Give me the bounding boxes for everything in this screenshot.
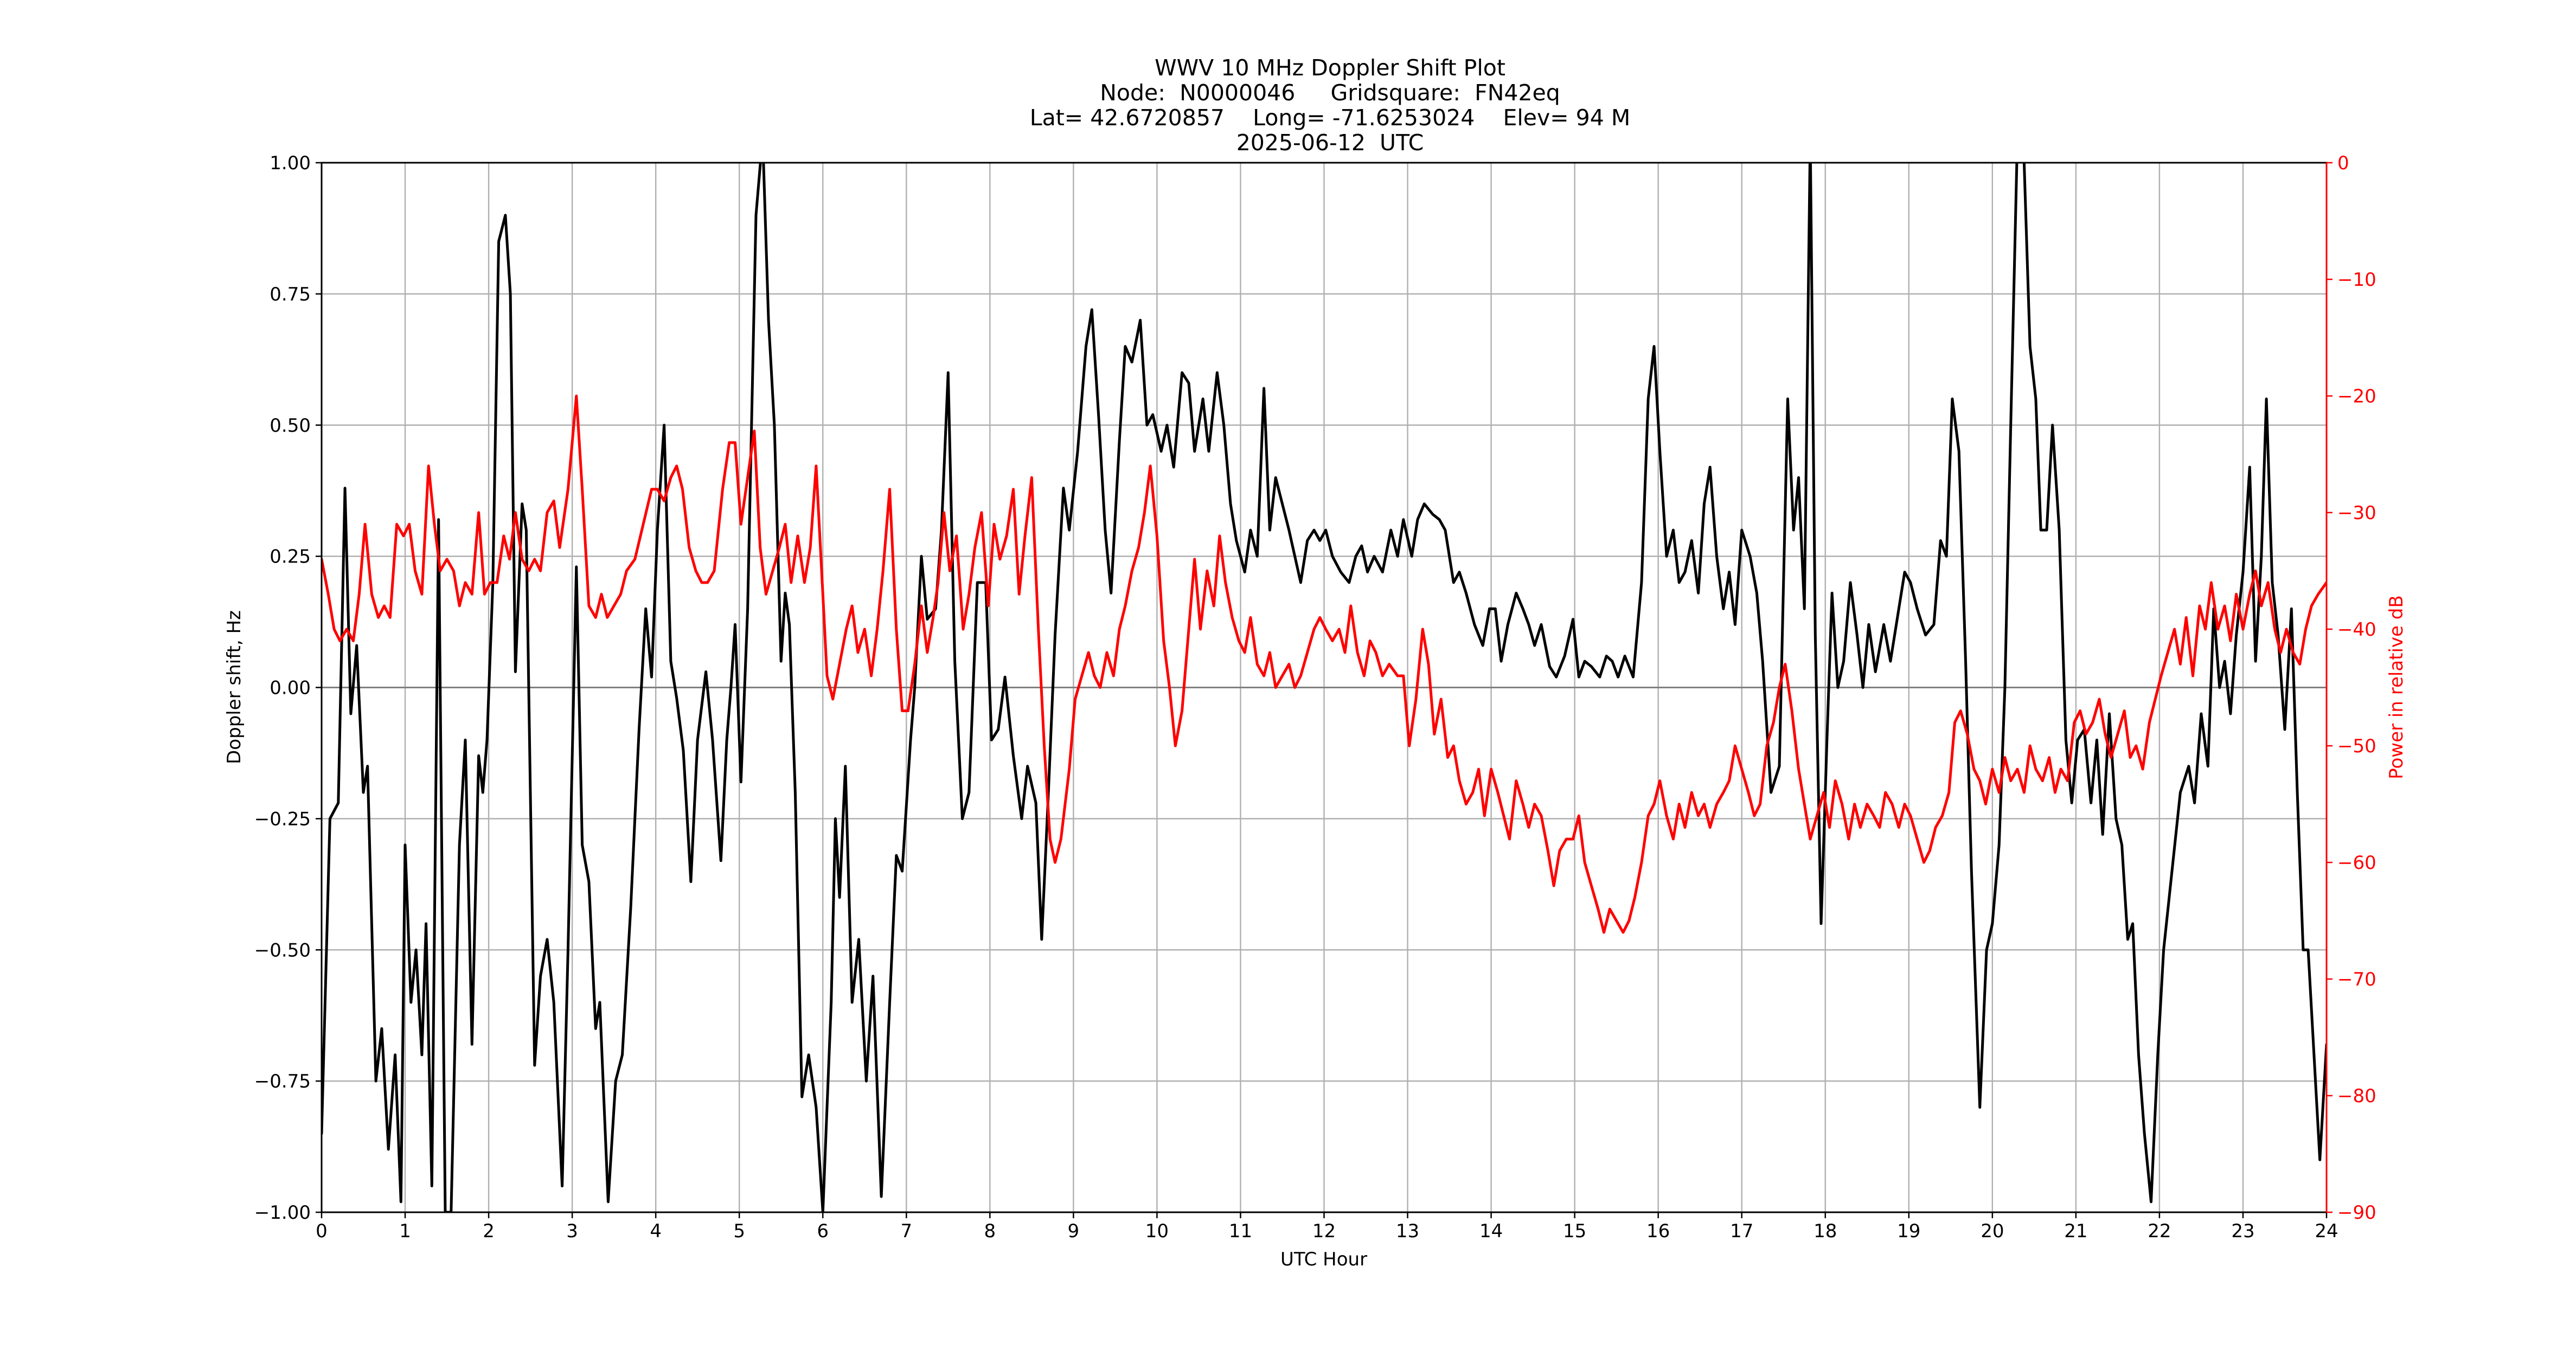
y2-tick-label: −20 [2337, 386, 2376, 407]
x-tick-label: 1 [399, 1220, 411, 1242]
y-tick-label: 0.25 [270, 546, 311, 568]
y2-tick-label: −80 [2337, 1085, 2376, 1107]
y-axis-ticks: −1.00 −0.75 −0.50 −0.25 0.00 0.25 0.50 0.75 1.00 [254, 152, 322, 1224]
y-tick-label: 0.50 [270, 415, 311, 437]
y-tick-label: 1.00 [270, 152, 311, 174]
x-tick-label: 3 [566, 1220, 578, 1242]
y-axis-label: Doppler shift, Hz [223, 610, 245, 764]
x-tick-label: 7 [900, 1220, 912, 1242]
x-tick-label: 23 [2231, 1220, 2254, 1242]
chart-title-line-4: 2025-06-12 UTC [1236, 130, 1424, 156]
x-tick-label: 11 [1229, 1220, 1252, 1242]
y2-tick-label: −40 [2337, 619, 2376, 641]
x-tick-label: 18 [1814, 1220, 1837, 1242]
x-tick-label: 8 [984, 1220, 996, 1242]
y-tick-label: 0.75 [270, 284, 311, 305]
y2-tick-label: −70 [2337, 969, 2376, 990]
chart-title-line-3: Lat= 42.6720857 Long= -71.6253024 Elev= … [1029, 105, 1631, 131]
series-layer [322, 163, 2327, 1212]
y-tick-label: −0.25 [254, 808, 311, 830]
x-tick-label: 16 [1646, 1220, 1670, 1242]
chart-title-line-2: Node: N0000046 Gridsquare: FN42eq [1100, 80, 1560, 106]
y2-tick-label: −10 [2337, 269, 2376, 291]
power-series-line [322, 394, 2327, 934]
x-tick-label: 2 [483, 1220, 495, 1242]
x-tick-label: 14 [1479, 1220, 1503, 1242]
x-tick-label: 13 [1396, 1220, 1419, 1242]
x-tick-label: 19 [1897, 1220, 1920, 1242]
y2-tick-label: −60 [2337, 852, 2376, 874]
y2-tick-label: −30 [2337, 502, 2376, 524]
doppler-series-line [322, 163, 2327, 1212]
x-tick-label: 4 [650, 1220, 662, 1242]
y-tick-label: 0.00 [270, 677, 311, 699]
y-tick-label: −1.00 [254, 1202, 311, 1224]
x-tick-label: 22 [2148, 1220, 2171, 1242]
x-tick-label: 24 [2315, 1220, 2338, 1242]
x-tick-label: 0 [316, 1220, 328, 1242]
x-tick-label: 9 [1068, 1220, 1080, 1242]
y2-tick-label: 0 [2337, 152, 2349, 174]
x-axis-label: UTC Hour [1280, 1249, 1367, 1270]
x-axis-ticks: 0 1 2 3 4 5 6 7 8 9 10 11 12 13 14 15 16 17 18 19 20 21 22 23 24 [316, 1212, 2338, 1242]
x-tick-label: 20 [1981, 1220, 2004, 1242]
y2-tick-label: −90 [2337, 1202, 2376, 1224]
y2-tick-label: −50 [2337, 735, 2376, 757]
x-tick-label: 5 [733, 1220, 745, 1242]
y-tick-label: −0.75 [254, 1071, 311, 1092]
y-tick-label: −0.50 [254, 939, 311, 961]
y2-axis-ticks: −90 −80 −70 −60 −50 −40 −30 −20 −10 0 [2327, 152, 2376, 1224]
x-tick-label: 12 [1312, 1220, 1336, 1242]
x-tick-label: 15 [1563, 1220, 1586, 1242]
chart-title-line-1: WWV 10 MHz Doppler Shift Plot [1155, 55, 1505, 81]
y2-axis-label: Power in relative dB [2386, 595, 2407, 779]
x-tick-label: 21 [2064, 1220, 2087, 1242]
x-tick-label: 10 [1145, 1220, 1169, 1242]
x-tick-label: 17 [1730, 1220, 1753, 1242]
x-tick-label: 6 [817, 1220, 829, 1242]
